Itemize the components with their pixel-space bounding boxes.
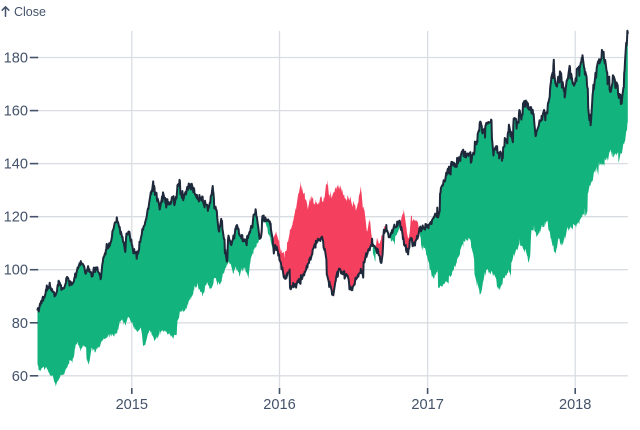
- svg-text:Close: Close: [14, 5, 46, 19]
- svg-text:2017: 2017: [411, 397, 443, 413]
- svg-text:80: 80: [12, 316, 28, 332]
- svg-text:2015: 2015: [116, 397, 148, 413]
- svg-text:180: 180: [4, 51, 28, 67]
- svg-text:2018: 2018: [559, 397, 591, 413]
- svg-text:160: 160: [4, 104, 28, 120]
- svg-text:60: 60: [12, 369, 28, 385]
- svg-text:100: 100: [4, 263, 28, 279]
- svg-text:2016: 2016: [263, 397, 295, 413]
- svg-text:140: 140: [4, 157, 28, 173]
- svg-text:120: 120: [4, 210, 28, 226]
